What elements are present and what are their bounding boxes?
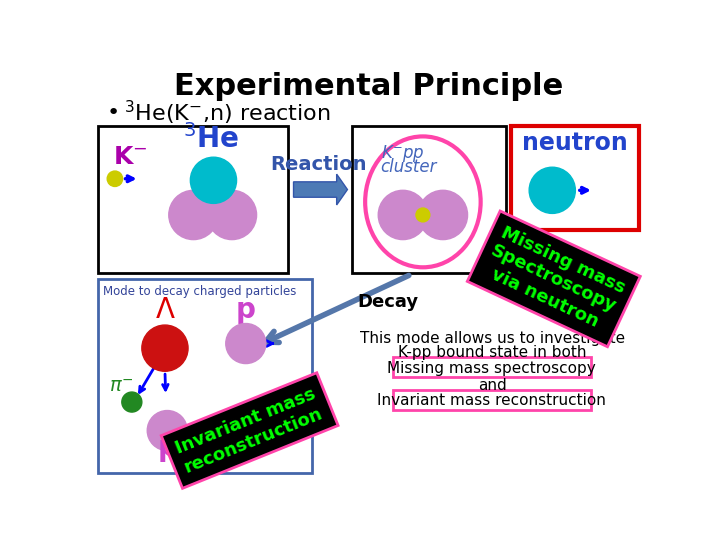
Polygon shape — [294, 174, 348, 205]
Text: cluster: cluster — [381, 158, 437, 176]
Text: p: p — [158, 434, 177, 462]
FancyBboxPatch shape — [98, 126, 288, 273]
Circle shape — [207, 190, 256, 240]
Text: Experimental Principle: Experimental Principle — [174, 72, 564, 101]
Circle shape — [168, 190, 218, 240]
Circle shape — [142, 325, 188, 372]
Text: Invariant mass
reconstruction: Invariant mass reconstruction — [173, 384, 326, 477]
FancyBboxPatch shape — [393, 390, 590, 410]
Text: Missing mass
Spectroscopy
via neutron: Missing mass Spectroscopy via neutron — [480, 223, 629, 335]
Text: p: p — [236, 296, 256, 323]
Circle shape — [190, 157, 237, 204]
Text: neutron: neutron — [523, 131, 629, 156]
Circle shape — [529, 167, 575, 213]
FancyBboxPatch shape — [511, 126, 639, 231]
Circle shape — [226, 323, 266, 363]
Text: •: • — [107, 103, 120, 123]
Text: K-pp bound state in both: K-pp bound state in both — [398, 345, 587, 360]
Circle shape — [147, 410, 187, 450]
Text: $^{3}$He(K$^{-}$,n) reaction: $^{3}$He(K$^{-}$,n) reaction — [124, 98, 330, 127]
Text: This mode allows us to investigate: This mode allows us to investigate — [359, 330, 625, 346]
Text: K$^{-}$pp: K$^{-}$pp — [381, 143, 424, 164]
Text: Mode to decay charged particles: Mode to decay charged particles — [102, 285, 296, 298]
Text: K$^{-}$: K$^{-}$ — [113, 145, 148, 169]
Text: $\Lambda$: $\Lambda$ — [155, 296, 176, 323]
Text: Missing mass spectroscopy: Missing mass spectroscopy — [387, 361, 596, 376]
Circle shape — [378, 190, 428, 240]
FancyBboxPatch shape — [352, 126, 506, 273]
Ellipse shape — [365, 137, 481, 267]
Circle shape — [416, 208, 430, 222]
Circle shape — [418, 190, 467, 240]
Text: $^{3}$He: $^{3}$He — [183, 124, 239, 154]
Text: and: and — [478, 377, 507, 393]
Text: Reaction: Reaction — [271, 156, 367, 174]
FancyBboxPatch shape — [98, 279, 312, 473]
Text: $\pi^{-}$: $\pi^{-}$ — [109, 377, 133, 396]
Circle shape — [122, 392, 142, 412]
Text: Invariant mass reconstruction: Invariant mass reconstruction — [377, 393, 606, 408]
FancyBboxPatch shape — [393, 357, 590, 377]
Circle shape — [107, 171, 122, 186]
Text: Decay: Decay — [357, 293, 418, 311]
